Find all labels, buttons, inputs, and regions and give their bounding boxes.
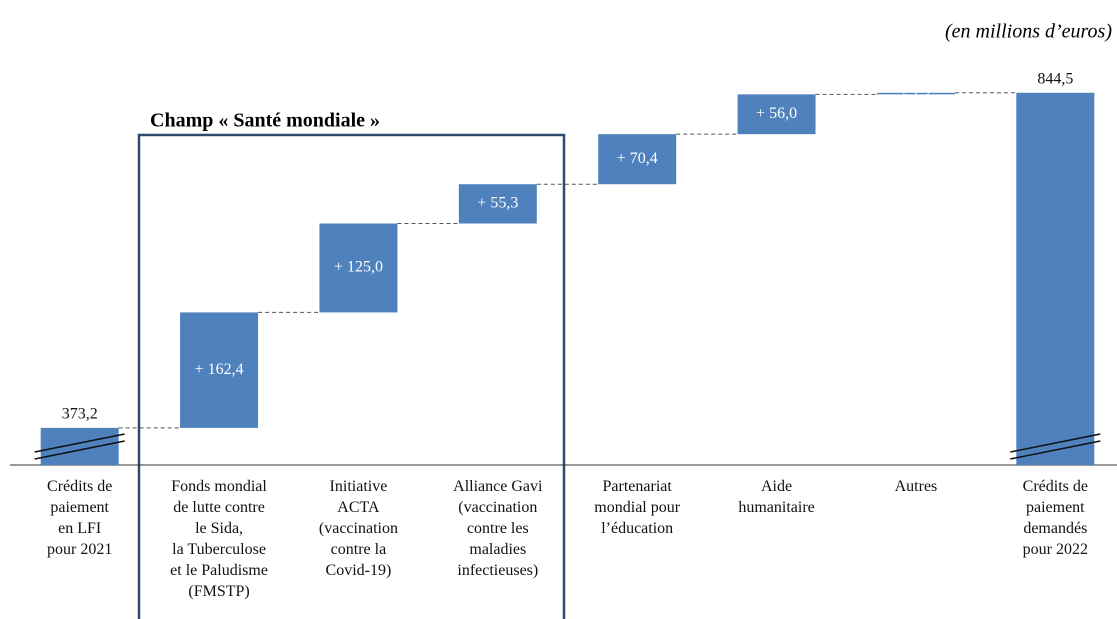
value-label: + 2,2 [899,84,932,101]
value-label: + 162,4 [195,361,244,378]
value-label: + 70,4 [617,150,658,167]
highlight-box [137,133,566,619]
x-tick-label: Alliance Gavi (vaccination contre les ma… [453,478,543,579]
x-tick-label: Initiative ACTA (vaccination contre la C… [318,478,398,579]
value-label: + 125,0 [334,259,383,276]
bar [737,94,816,135]
axis-break [1010,433,1101,453]
axis-break [34,433,125,453]
value-label: + 56,0 [756,105,797,122]
x-tick-label: Partenariat mondial pour l’éducation [594,478,681,537]
bar [180,312,259,428]
x-tick-label: Crédits de paiement demandés pour 2022 [1022,478,1088,558]
bar [1016,92,1095,466]
value-label: 844,5 [1037,70,1073,87]
value-label: 373,2 [62,406,98,423]
x-tick-label: Autres [894,478,938,495]
annotation: Champ « Santé mondiale » [150,110,380,132]
bar [598,134,677,185]
x-tick-label: Fonds mondial de lutte contre le Sida, l… [170,478,268,600]
x-tick-label: Aide humanitaire [738,478,815,516]
bar [319,223,398,313]
bar [876,92,955,95]
x-tick-label: Crédits de paiement en LFI pour 2021 [47,478,113,558]
axis-break [34,440,125,460]
bar [458,184,537,224]
value-label: + 55,3 [477,195,518,212]
bar [40,427,119,465]
unit-note: (en millions d’euros) [945,21,1112,43]
axis-break [1010,440,1101,460]
